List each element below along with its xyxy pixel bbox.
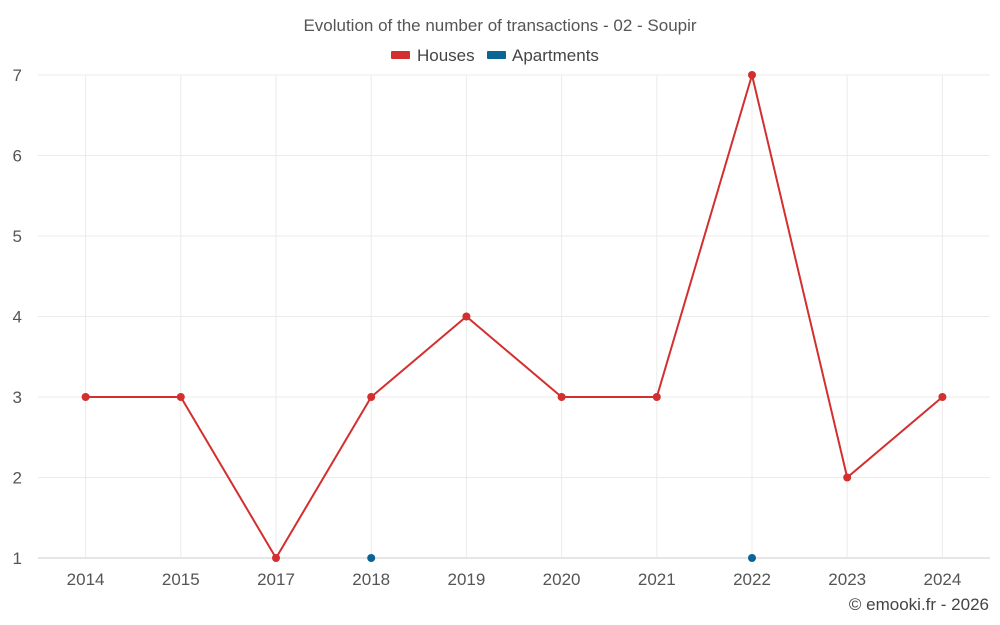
data-point-houses-2022[interactable]	[748, 71, 756, 79]
series-line-houses	[85, 74, 944, 559]
legend-label-apartments: Apartments	[512, 46, 599, 65]
data-point-houses-2023[interactable]	[843, 473, 852, 482]
legend-swatch-houses	[391, 51, 410, 59]
data-point-houses-2021[interactable]	[652, 393, 661, 401]
data-point-houses-2015[interactable]	[176, 393, 185, 401]
x-tick-label: 2018	[352, 570, 390, 589]
data-point-apartments-2018[interactable]	[367, 554, 376, 562]
legend: Houses Apartments	[391, 46, 599, 65]
data-point-houses-2017[interactable]	[272, 554, 280, 562]
x-tick-label: 2024	[923, 570, 961, 589]
data-point-houses-2018[interactable]	[367, 393, 376, 401]
y-tick-label: 6	[13, 147, 22, 166]
legend-item-houses[interactable]: Houses	[391, 46, 475, 65]
x-tick-label: 2014	[67, 570, 105, 589]
series	[81, 71, 947, 562]
data-point-houses-2014[interactable]	[81, 393, 90, 401]
y-tick-label: 2	[13, 469, 22, 488]
credit: © emooki.fr - 2026	[849, 595, 989, 614]
x-tick-label: 2015	[162, 570, 200, 589]
y-tick-label: 7	[13, 66, 22, 85]
x-tick-label: 2019	[447, 570, 485, 589]
x-tick-label: 2022	[733, 570, 771, 589]
data-point-houses-2020[interactable]	[557, 393, 566, 401]
data-point-houses-2019[interactable]	[462, 312, 471, 321]
series-apartments	[367, 554, 756, 562]
legend-item-apartments[interactable]: Apartments	[487, 46, 599, 65]
x-tick-label: 2023	[828, 570, 866, 589]
y-tick-label: 4	[13, 308, 22, 327]
legend-swatch-apartments	[487, 51, 506, 59]
chart-title: Evolution of the number of transactions …	[303, 16, 696, 35]
y-tick-label: 3	[13, 388, 22, 407]
gridlines	[38, 74, 990, 559]
legend-label-houses: Houses	[417, 46, 475, 65]
x-tick-label: 2017	[257, 570, 295, 589]
data-point-apartments-2022[interactable]	[748, 554, 756, 562]
y-tick-label: 1	[13, 549, 22, 568]
x-tick-label: 2021	[638, 570, 676, 589]
axes: 1 2 3 4 5 6 7 2014 2015 2017 2018 2019 2020 2021 2022 2…	[13, 66, 962, 589]
data-point-houses-2024[interactable]	[938, 393, 947, 401]
y-tick-label: 5	[13, 227, 22, 246]
series-houses	[81, 71, 947, 562]
x-tick-label: 2020	[543, 570, 581, 589]
